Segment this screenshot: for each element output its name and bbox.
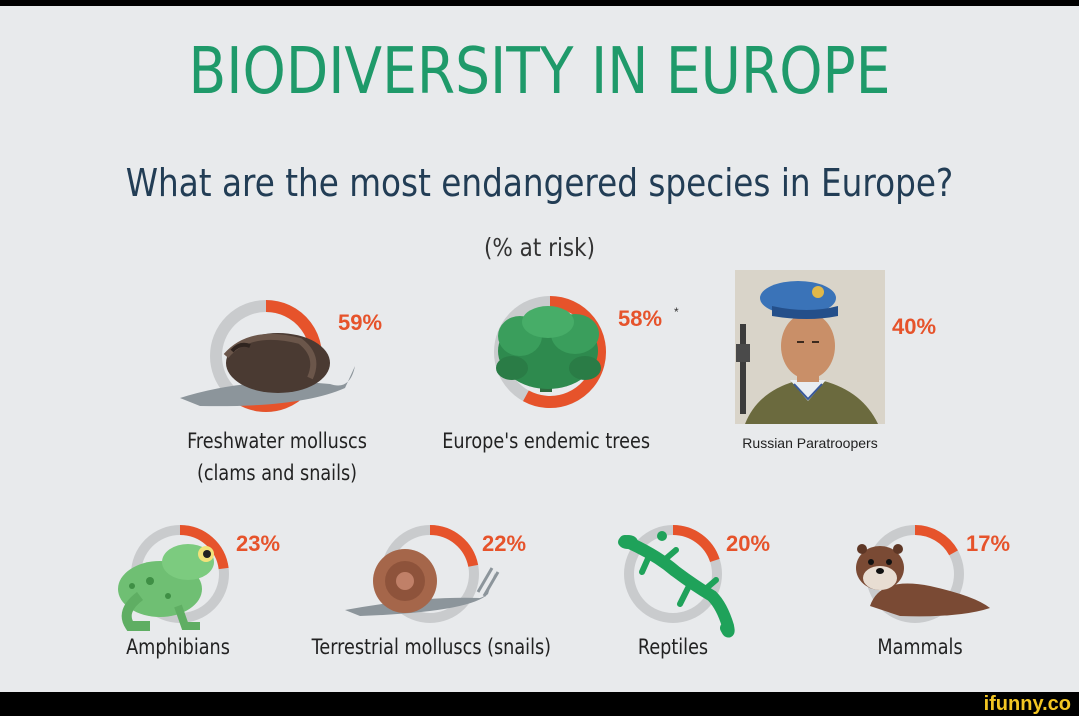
value-label-1: 58% xyxy=(618,306,662,331)
page-title: BIODIVERSITY IN EUROPE xyxy=(188,35,891,109)
ring-value-arc-5 xyxy=(672,525,720,563)
value-label-4: 22% xyxy=(482,531,526,556)
label-terrestrial-molluscs: Terrestrial molluscs (snails) xyxy=(311,635,552,659)
frog-icon xyxy=(118,544,214,631)
page-subtitle: What are the most endangered species in … xyxy=(125,161,954,205)
value-label-6: 17% xyxy=(966,531,1010,556)
ring-value-arc-6 xyxy=(914,525,958,556)
lizard-icon xyxy=(618,531,735,638)
label-amphibians: Amphibians xyxy=(126,635,230,659)
paratrooper-portrait xyxy=(735,270,885,424)
land-snail-icon xyxy=(345,549,500,616)
ifunny-watermark: ifunny.co xyxy=(983,693,1071,715)
label-freshwater-molluscs-line1: Freshwater molluscs xyxy=(187,429,367,453)
value-label-2: 40% xyxy=(892,314,936,339)
value-label-0: 59% xyxy=(338,310,382,335)
label-freshwater-molluscs-line2: (clams and snails) xyxy=(196,461,358,485)
bottom-black-bar xyxy=(0,692,1079,716)
label-russian-paratroopers: Russian Paratroopers xyxy=(742,435,878,451)
footnote-mark-1: * xyxy=(674,305,679,319)
infographic-canvas: BIODIVERSITY IN EUROPE What are the most… xyxy=(0,6,1079,692)
label-reptiles: Reptiles xyxy=(637,635,709,659)
label-endemic-trees: Europe's endemic trees xyxy=(442,429,651,453)
ring-value-arc-4 xyxy=(429,525,479,567)
top-black-bar xyxy=(0,0,1079,6)
tree-icon xyxy=(496,306,601,392)
otter-icon xyxy=(856,544,990,617)
ring-value-arc-3 xyxy=(179,525,229,570)
value-label-3: 23% xyxy=(236,531,280,556)
donut-chart-area: 59% 58% * 40% 23% 22% 20% 17% xyxy=(118,270,1010,638)
unit-label: (% at risk) xyxy=(484,233,595,262)
label-mammals: Mammals xyxy=(877,635,963,659)
value-label-5: 20% xyxy=(726,531,770,556)
freshwater-snail-icon xyxy=(180,333,355,407)
